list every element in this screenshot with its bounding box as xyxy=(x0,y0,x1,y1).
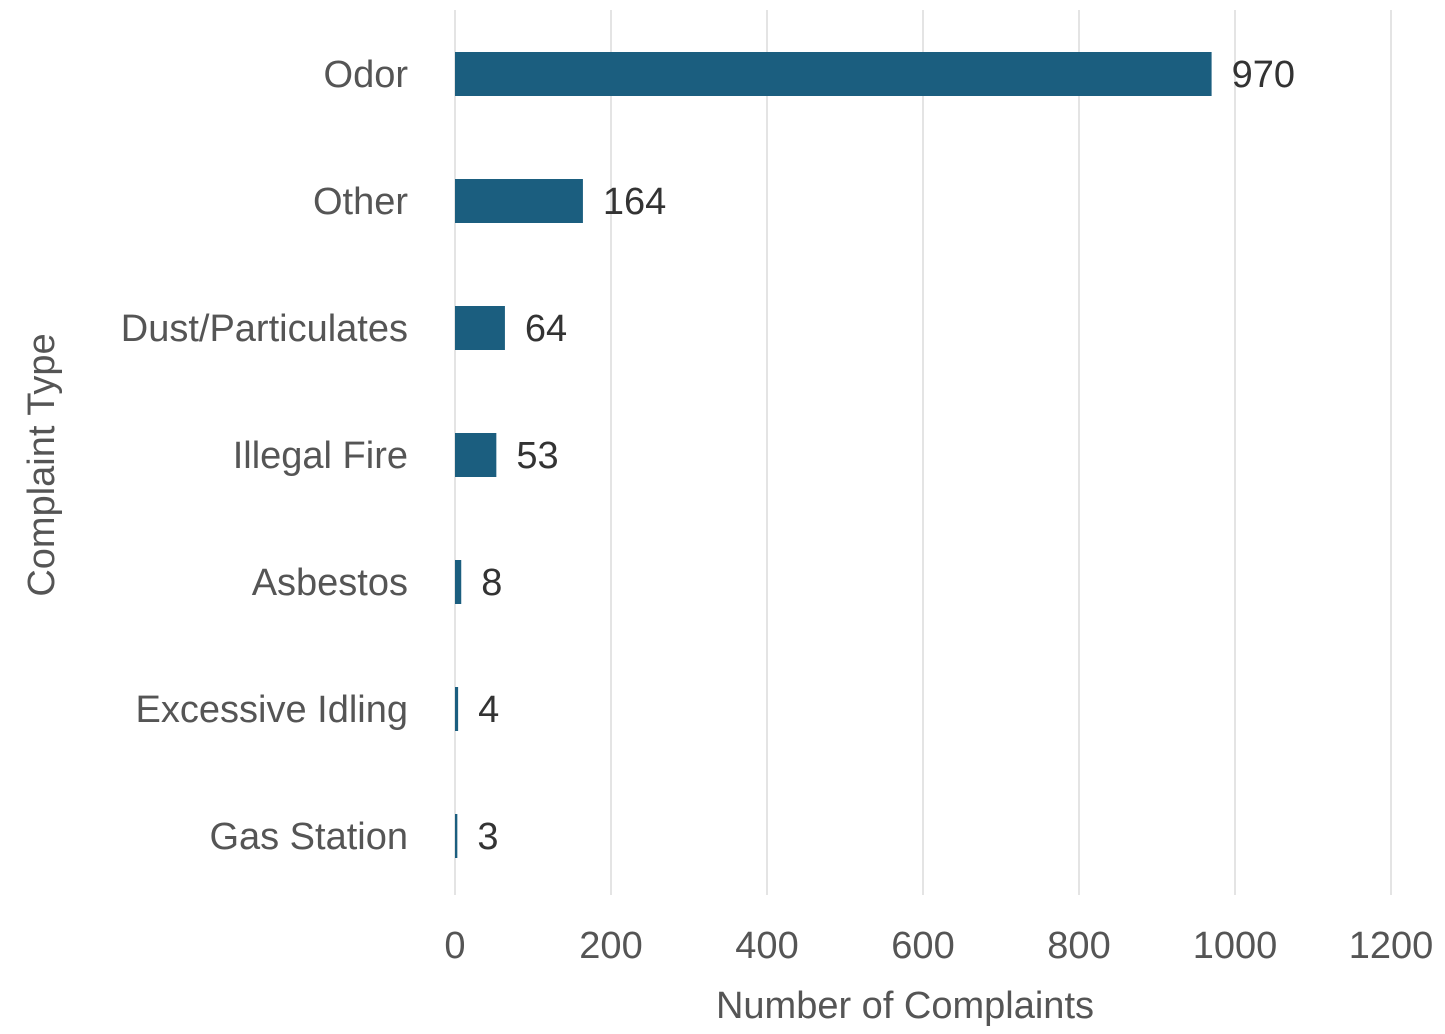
category-label: Other xyxy=(313,181,408,223)
data-label: 64 xyxy=(525,308,567,350)
x-tick-label: 800 xyxy=(1047,925,1110,967)
category-label: Gas Station xyxy=(209,816,408,858)
bar xyxy=(455,560,462,604)
x-tick-label: 600 xyxy=(891,925,954,967)
data-labels: 970 164 64 53 8 4 3 xyxy=(477,54,1295,858)
bars xyxy=(455,52,1212,858)
data-label: 4 xyxy=(478,689,499,731)
data-label: 970 xyxy=(1232,54,1295,96)
bar xyxy=(455,52,1212,96)
category-labels: Odor Other Dust/Particulates Illegal Fire As… xyxy=(121,54,409,858)
data-label: 53 xyxy=(516,435,558,477)
y-axis-title: Complaint Type xyxy=(21,333,63,596)
category-label: Asbestos xyxy=(252,562,408,604)
category-label: Dust/Particulates xyxy=(121,308,408,350)
x-tick-label: 0 xyxy=(444,925,465,967)
category-label: Odor xyxy=(324,54,409,96)
bar xyxy=(455,814,458,858)
bar xyxy=(455,687,459,731)
x-tick-label: 1000 xyxy=(1193,925,1278,967)
x-tick-label: 1200 xyxy=(1349,925,1434,967)
x-axis-title: Number of Complaints xyxy=(716,985,1094,1027)
x-tick-label: 200 xyxy=(579,925,642,967)
bar xyxy=(455,306,505,350)
gridlines xyxy=(454,10,1392,895)
data-label: 3 xyxy=(477,816,498,858)
data-label: 164 xyxy=(603,181,666,223)
bar xyxy=(455,179,583,223)
x-tick-labels: 0 200 400 600 800 1000 1200 xyxy=(444,925,1433,967)
data-label: 8 xyxy=(481,562,502,604)
category-label: Illegal Fire xyxy=(233,435,408,477)
bar xyxy=(455,433,497,477)
category-label: Excessive Idling xyxy=(136,689,408,731)
x-tick-label: 400 xyxy=(735,925,798,967)
